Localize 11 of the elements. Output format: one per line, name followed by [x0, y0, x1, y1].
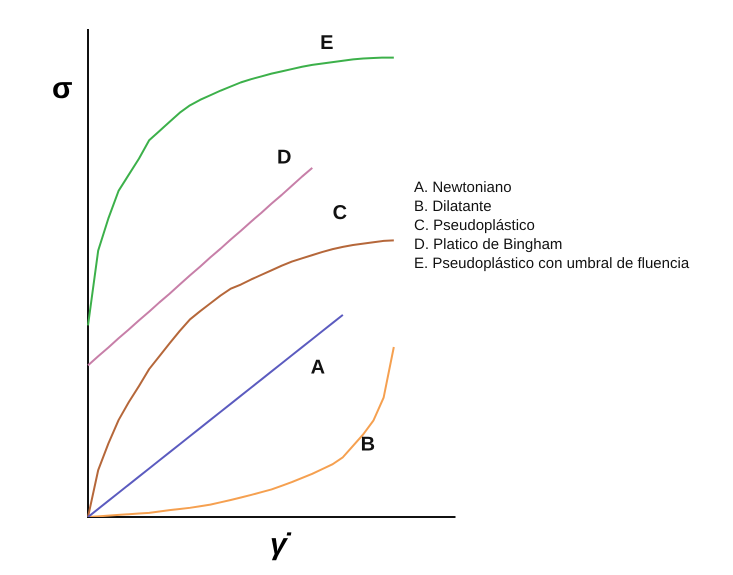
annotation: B. Dilatante — [414, 197, 493, 216]
series-label: C — [332, 202, 348, 224]
series-label: A — [310, 356, 326, 378]
annotation: C. Pseudoplástico — [414, 216, 536, 235]
series-label: D — [277, 146, 292, 168]
annotation: E. Pseudoplástico con umbral de fluencia — [414, 254, 690, 273]
annotation: D. Platico de Bingham — [414, 235, 564, 254]
series-label: E — [320, 32, 334, 54]
annotation: A. Newtoniano — [414, 178, 513, 197]
y-axis-title: σ — [52, 72, 73, 106]
series-label: B — [360, 434, 376, 456]
